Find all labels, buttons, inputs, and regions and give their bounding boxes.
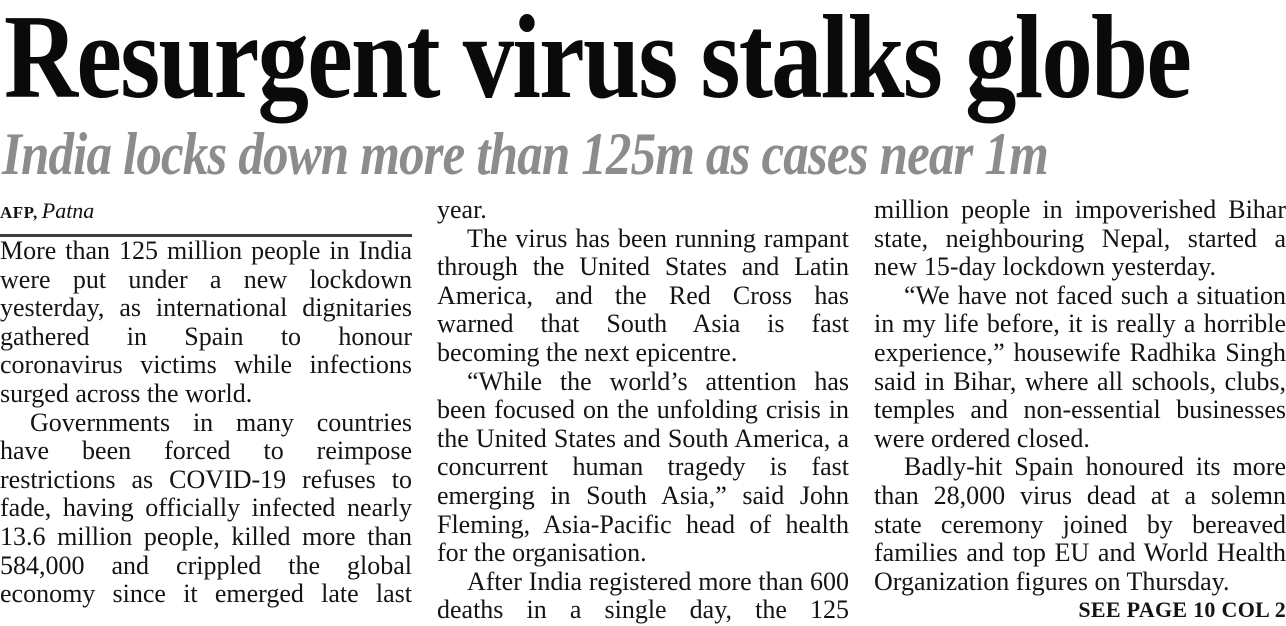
paragraph: The virus has been running rampant throu… bbox=[437, 223, 849, 367]
paragraph-lead: More than 125 million people in India we… bbox=[0, 236, 412, 408]
paragraph-quote: “We have not faced such a situation in m… bbox=[874, 280, 1286, 453]
paragraph-continuation: year. bbox=[437, 196, 487, 224]
paragraph-quote: “While the world’s attention has been fo… bbox=[437, 366, 849, 568]
subheadline: India locks down more than 125m as cases… bbox=[2, 121, 1049, 187]
see-page-reference: SEE PAGE 10 COL 2 bbox=[1078, 597, 1286, 623]
byline-agency: AFP, bbox=[0, 203, 38, 222]
headline: Resurgent virus stalks globe bbox=[4, 0, 1192, 123]
column-2: year. The virus has been running rampant… bbox=[437, 196, 849, 626]
column-3: million people in impoverished Bihar sta… bbox=[874, 196, 1286, 626]
byline-location: Patna bbox=[41, 198, 95, 223]
paragraph-continuation: million people in impoverished Bihar sta… bbox=[874, 196, 1286, 282]
article-columns: AFP, Patna More than 125 million people … bbox=[0, 196, 1286, 626]
byline: AFP, Patna bbox=[0, 196, 412, 225]
byline-divider-rule bbox=[0, 234, 412, 237]
paragraph: Governments in many countries have been … bbox=[0, 407, 412, 609]
paragraph: Badly-hit Spain honoured its more than 2… bbox=[874, 452, 1286, 596]
column-1: AFP, Patna More than 125 million people … bbox=[0, 196, 412, 626]
paragraph: After India registered more than 600 dea… bbox=[437, 566, 849, 625]
